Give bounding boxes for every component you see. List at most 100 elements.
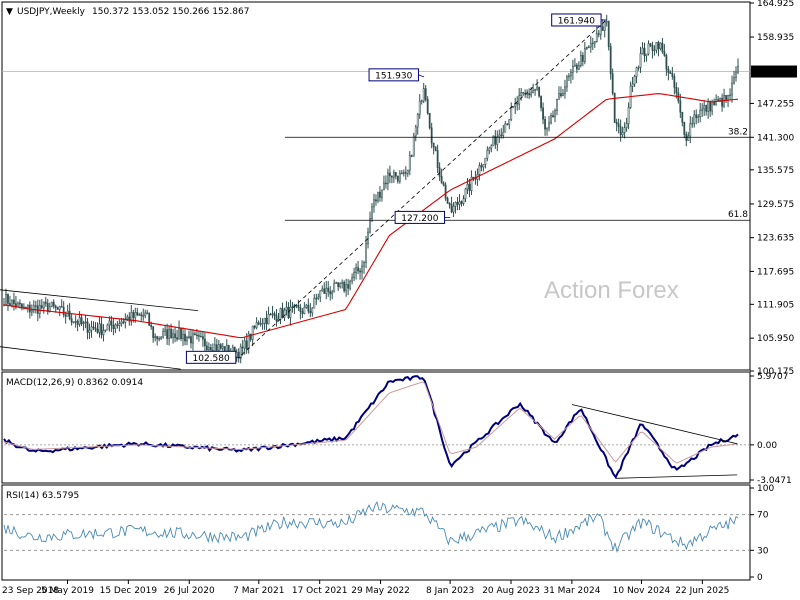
chart-symbol: USDJPY,Weekly [17,7,86,17]
candle-body [617,123,620,128]
candle-body [609,46,612,74]
candle-body [544,118,546,130]
price-series-layer: 38.2 61.8 151.930 127.200 161.940 102.580 [0,13,750,370]
candle-body [168,328,170,339]
date-axis-label-2: 15 Dec 2019 [100,586,158,596]
date-axis-label-0: 23 Sep 2018 [2,586,59,596]
candle-body [661,42,664,52]
candle-body [643,47,646,57]
candle-body [297,305,300,308]
candle-body [398,172,401,182]
date-axis-label-6: 29 May 2022 [351,586,410,596]
candle-body [581,55,584,62]
candle-body [599,26,602,35]
candle-body [34,305,37,307]
date-axis-label-8: 20 Aug 2023 [482,586,540,596]
candle-body [198,335,200,337]
high-label-161940: 161.940 [558,16,595,26]
candle-body [259,323,262,325]
candle-body [528,93,531,96]
candle-body [367,231,369,244]
candle-body [56,307,59,310]
candle-body [325,287,328,294]
candle-body [707,101,710,112]
candle-body [464,188,467,200]
candle-body [605,21,608,23]
candle-body [309,310,312,314]
price-axis-label-11: 100.175 [757,367,794,377]
candle-body [522,92,525,94]
candle-body [221,346,224,349]
date-axis-label-11: 22 Jun 2025 [675,586,729,596]
candle-body [114,324,117,330]
candle-body [138,314,141,316]
date-axis-label-7: 8 Jan 2023 [426,586,474,596]
candle-body [552,115,554,118]
candle-body [649,43,652,46]
candle-body [42,301,45,309]
candle-body [337,282,340,288]
candle-body [357,267,359,272]
candle-body [623,127,626,133]
candle-body [657,42,660,49]
candle-body [373,199,375,208]
candle-body [124,318,127,323]
candle-body [116,324,119,326]
candle-body [454,202,457,207]
candle-body [671,73,674,77]
candle-body [434,146,437,151]
candle-body [44,301,47,304]
candle-body [560,93,562,97]
candle-body [458,201,461,205]
candle-body [448,203,451,205]
candle-body [577,65,580,70]
candle-body [136,312,139,316]
rsi-axis-label-1: 70 [757,511,769,521]
candle-body [158,338,161,340]
candle-body [243,340,246,349]
candle-body [319,290,322,298]
price-axis-label-7: 123.635 [757,234,794,244]
price-axis-label-9: 111.905 [757,300,794,310]
candle-body [355,267,357,273]
candle-body [369,218,371,233]
candle-body [68,310,71,319]
candle-body [585,47,588,49]
low-label-127200: 127.200 [401,214,438,224]
candle-body [78,317,81,325]
date-axis-label-10: 10 Nov 2024 [613,586,671,596]
candle-body [283,309,286,319]
indicator-menu-icon[interactable]: ▼ [6,7,13,17]
candle-body [269,313,272,316]
candle-body [134,312,137,319]
candle-body [347,284,350,289]
candle-body [679,100,682,113]
candle-body [19,302,21,305]
price-axis-label-8: 117.695 [757,267,794,277]
candle-body [150,325,153,328]
candle-body [90,326,93,331]
candle-body [717,99,720,101]
candle-body [562,93,564,97]
candle-body [32,305,35,311]
candle-body [92,326,95,329]
candle-body [120,321,123,324]
low-label-127200-box [394,210,446,224]
candle-body [663,51,666,56]
candle-body [484,157,487,165]
candle-body [631,83,634,87]
candle-body [152,326,155,338]
candle-body [591,42,594,45]
candle-body [299,307,302,312]
candle-body [639,53,642,68]
low-label-102580-box [185,350,237,364]
candle-body [404,172,407,174]
candle-body [709,101,712,112]
candle-body [144,312,147,316]
price-panel [1,1,751,371]
candle-body [502,131,505,136]
candle-body [687,135,690,141]
candle-body [572,65,574,73]
candle-body [287,306,290,319]
